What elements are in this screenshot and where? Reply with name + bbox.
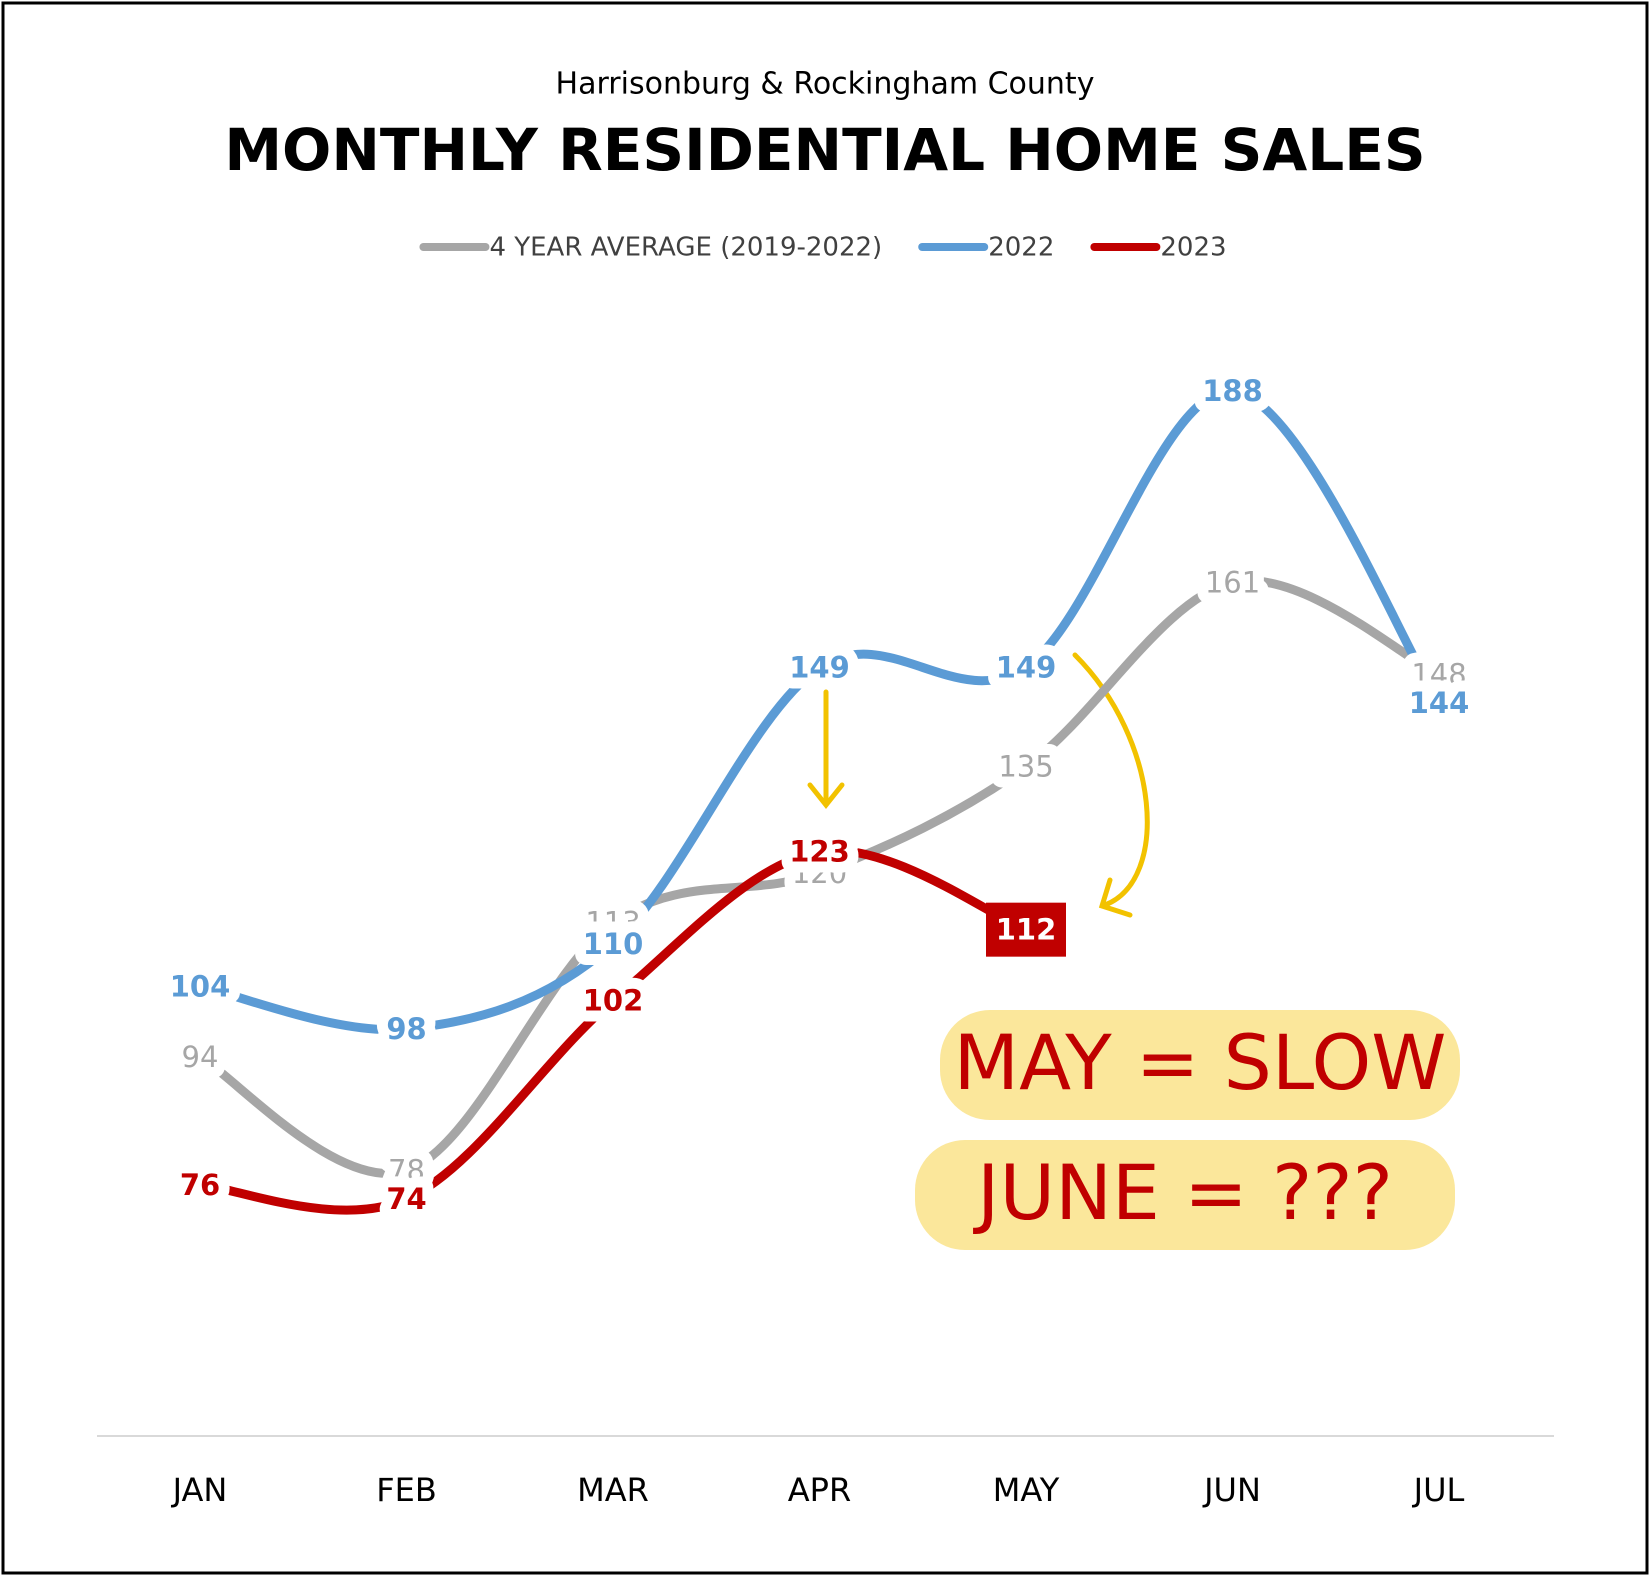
data-label: 123 bbox=[789, 835, 850, 869]
x-tick-label: JUL bbox=[1412, 1471, 1465, 1509]
annotation: MAY = SLOW bbox=[954, 1018, 1447, 1107]
legend-label: 2023 bbox=[1160, 233, 1226, 263]
x-tick-label: MAR bbox=[577, 1471, 649, 1509]
series-line bbox=[195, 576, 1444, 1178]
data-label: 149 bbox=[789, 650, 850, 684]
data-label: 188 bbox=[1202, 374, 1263, 408]
arrow bbox=[807, 689, 845, 810]
chart-title: MONTHLY RESIDENTIAL HOME SALES bbox=[224, 116, 1425, 184]
data-label: 144 bbox=[1409, 686, 1470, 720]
legend: 4 YEAR AVERAGE (2019-2022) 2022 2023 bbox=[419, 233, 1227, 263]
x-tick-label: JUN bbox=[1202, 1471, 1261, 1509]
x-tick-label: MAY bbox=[993, 1471, 1060, 1509]
data-label: 94 bbox=[182, 1040, 219, 1074]
data-label: 135 bbox=[998, 750, 1053, 784]
x-tick-label: FEB bbox=[376, 1471, 437, 1509]
data-label: 161 bbox=[1205, 565, 1260, 599]
legend-label: 4 YEAR AVERAGE (2019-2022) bbox=[489, 233, 882, 263]
data-label: 104 bbox=[170, 969, 231, 1003]
data-label: 102 bbox=[583, 984, 644, 1018]
series-line bbox=[195, 845, 1031, 1215]
x-tick-label: APR bbox=[788, 1471, 851, 1509]
annotation-highlight bbox=[915, 1140, 1455, 1250]
highlight-box bbox=[986, 902, 1066, 957]
annotation-highlight bbox=[940, 1010, 1460, 1120]
annotation: JUNE = ??? bbox=[973, 1148, 1393, 1237]
data-label: 112 bbox=[996, 913, 1057, 947]
series-line bbox=[195, 386, 1444, 1035]
data-label: 74 bbox=[386, 1182, 426, 1216]
data-label: 110 bbox=[583, 927, 644, 961]
data-label: 98 bbox=[386, 1012, 426, 1046]
data-label: 76 bbox=[180, 1168, 220, 1202]
legend-label: 2022 bbox=[988, 233, 1054, 263]
chart-subtitle: Harrisonburg & Rockingham County bbox=[556, 67, 1095, 102]
lines bbox=[195, 386, 1444, 1215]
x-tick-label: JAN bbox=[171, 1471, 228, 1509]
data-label: 149 bbox=[996, 650, 1057, 684]
